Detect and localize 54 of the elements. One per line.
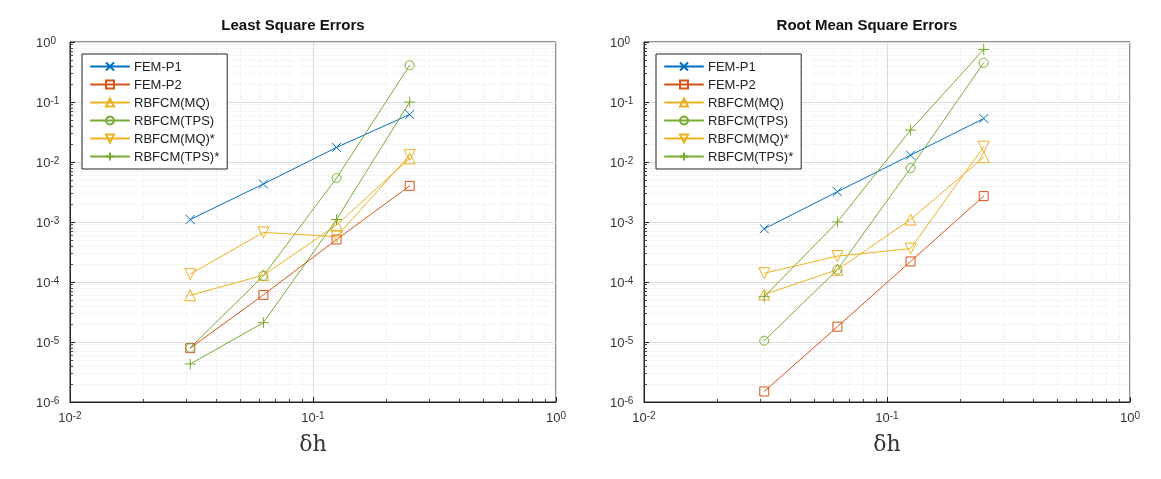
point: [905, 163, 916, 174]
point: [257, 316, 270, 329]
legend-label: FEM-P2: [708, 77, 756, 92]
point: [330, 230, 343, 243]
legend-label: RBFCM(MQ)*: [134, 131, 215, 146]
point: [978, 57, 989, 68]
point: [978, 191, 989, 202]
point: [758, 267, 771, 280]
point: [832, 321, 843, 332]
point: [831, 216, 844, 228]
point: [257, 226, 270, 239]
point: [258, 289, 269, 300]
legend-label: RBFCM(TPS)*: [708, 149, 794, 164]
point: [404, 60, 415, 71]
legend-label: FEM-P1: [134, 59, 182, 74]
point: [331, 234, 342, 245]
legend-label: RBFCM(TPS): [708, 113, 789, 128]
chart-title: Root Mean Square Errors: [776, 16, 958, 33]
point: [403, 96, 416, 108]
point: [330, 219, 343, 232]
point: [330, 213, 343, 226]
point: [759, 335, 770, 346]
point: [759, 386, 770, 397]
point: [904, 124, 917, 137]
legend-label: RBFCM(MQ): [708, 95, 784, 110]
legend-label: RBFCM(MQ)*: [708, 131, 789, 146]
point: [905, 150, 916, 161]
point: [258, 178, 269, 189]
point: [331, 142, 342, 153]
point: [759, 223, 770, 234]
point: [977, 43, 990, 56]
legend-label: RBFCM(TPS): [134, 113, 215, 128]
chart-title: Least Square Errors: [221, 16, 365, 33]
point: [404, 109, 415, 120]
legend-label: FEM-P1: [708, 59, 756, 74]
point: [185, 214, 196, 225]
legend-label: RBFCM(MQ): [134, 95, 210, 110]
point: [331, 173, 342, 184]
point: [184, 289, 197, 302]
point: [977, 140, 990, 153]
point: [904, 213, 917, 226]
point: [977, 151, 990, 164]
point: [184, 357, 197, 370]
point: [832, 186, 843, 197]
point: [978, 113, 989, 124]
x-axis-title: δh: [873, 430, 901, 456]
point: [184, 268, 197, 281]
point: [904, 242, 917, 255]
x-axis-title: δh: [299, 430, 327, 456]
point: [831, 250, 844, 263]
point: [404, 180, 415, 191]
point: [905, 256, 916, 267]
legend-label: FEM-P2: [134, 77, 182, 92]
legend-label: RBFCM(TPS)*: [134, 149, 220, 164]
